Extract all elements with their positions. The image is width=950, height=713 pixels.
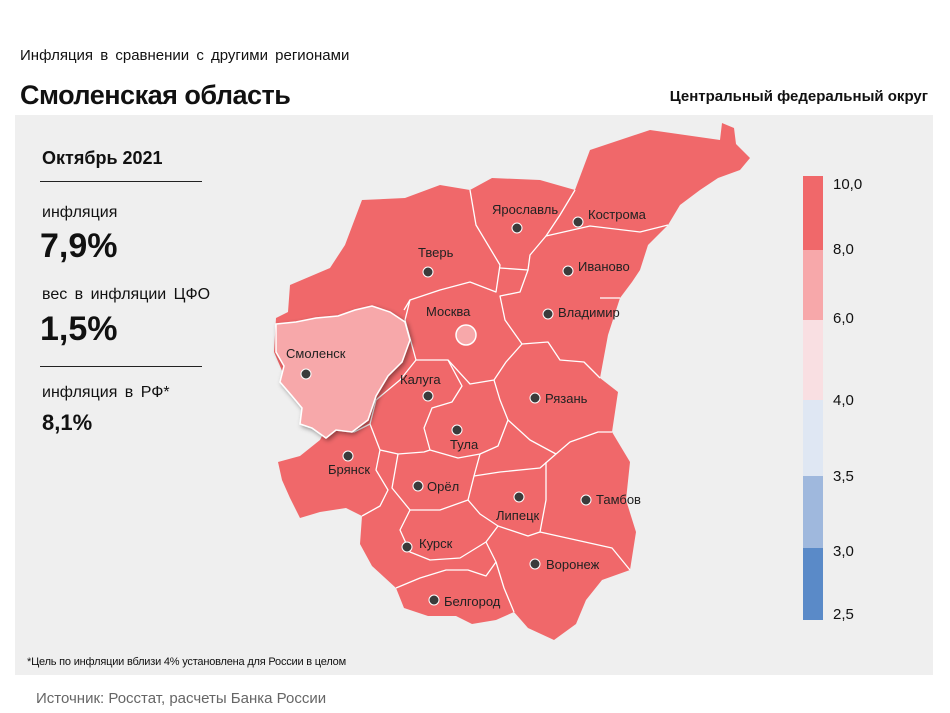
inflation-label: инфляция xyxy=(42,204,118,221)
city-dot-vladimir[interactable] xyxy=(542,308,554,320)
city-label-lipetsk: Липецк xyxy=(496,508,540,523)
legend-tick: 10,0 xyxy=(833,176,863,193)
rf-inflation-label: инфляция в РФ* xyxy=(42,384,170,401)
rf-inflation-value: 8,1% xyxy=(42,410,93,435)
city-dot-bryansk[interactable] xyxy=(342,450,354,462)
city-label-belgorod: Белгород xyxy=(444,594,501,609)
city-dot-tambov[interactable] xyxy=(580,494,592,506)
city-dot-lipetsk[interactable] xyxy=(513,491,525,503)
city-dot-kaluga[interactable] xyxy=(422,390,434,402)
city-label-kaluga: Калуга xyxy=(400,372,441,387)
weight-label: вес в инфляции ЦФО xyxy=(42,286,211,303)
city-label-tambov: Тамбов xyxy=(596,492,641,507)
subtitle: Инфляция в сравнении с другими регионами xyxy=(20,47,350,64)
city-dot-kostroma[interactable] xyxy=(572,216,584,228)
selected-region-smolensk[interactable] xyxy=(275,305,411,439)
legend-segment xyxy=(803,176,823,250)
divider xyxy=(40,366,202,367)
footnote: *Цель по инфляции вблизи 4% установлена … xyxy=(27,656,346,668)
city-label-ryazan: Рязань xyxy=(545,391,588,406)
city-label-kursk: Курск xyxy=(419,536,453,551)
legend-tick: 6,0 xyxy=(833,310,854,327)
legend-segment xyxy=(803,250,823,320)
legend-tick: 2,5 xyxy=(833,606,854,623)
region-borders xyxy=(339,189,669,613)
city-dot-orel[interactable] xyxy=(412,480,424,492)
city-label-yaroslavl: Ярославль xyxy=(492,202,558,217)
federal-district-label: Центральный федеральный округ xyxy=(669,88,928,105)
legend-tick: 4,0 xyxy=(833,392,854,409)
city-dot-kursk[interactable] xyxy=(401,541,413,553)
city-dot-voronezh[interactable] xyxy=(529,558,541,570)
city-label-orel: Орёл xyxy=(427,479,459,494)
legend-segment xyxy=(803,548,823,620)
city-label-kostroma: Кострома xyxy=(588,207,647,222)
city-dots xyxy=(300,216,592,606)
city-label-ivanovo: Иваново xyxy=(578,259,630,274)
city-label-moskva: Москва xyxy=(426,304,471,319)
city-label-tver: Тверь xyxy=(418,245,454,260)
city-label-vladimir: Владимир xyxy=(558,305,620,320)
city-dot-ivanovo[interactable] xyxy=(562,265,574,277)
period-label: Октябрь 2021 xyxy=(42,148,163,168)
city-label-voronezh: Воронеж xyxy=(546,557,600,572)
city-dot-belgorod[interactable] xyxy=(428,594,440,606)
city-dot-tula[interactable] xyxy=(451,424,463,436)
divider xyxy=(40,181,202,182)
city-label-smolensk: Смоленск xyxy=(286,346,346,361)
legend-tick: 8,0 xyxy=(833,241,854,258)
legend-segment xyxy=(803,400,823,476)
city-dot-smolensk[interactable] xyxy=(300,368,312,380)
city-dot-tver[interactable] xyxy=(422,266,434,278)
page-title: Смоленская область xyxy=(20,80,291,110)
weight-value: 1,5% xyxy=(40,310,118,348)
moscow-marker[interactable] xyxy=(455,324,477,346)
legend-segment xyxy=(803,320,823,400)
legend-segment xyxy=(803,476,823,548)
inflation-value: 7,9% xyxy=(40,227,118,265)
city-label-tula: Тула xyxy=(450,437,479,452)
city-label-bryansk: Брянск xyxy=(328,462,370,477)
legend-tick: 3,5 xyxy=(833,468,854,485)
district-area xyxy=(274,123,750,640)
source-note: Источник: Росстат, расчеты Банка России xyxy=(36,690,327,707)
city-dot-ryazan[interactable] xyxy=(529,392,541,404)
city-dot-yaroslavl[interactable] xyxy=(511,222,523,234)
legend-tick: 3,0 xyxy=(833,543,854,560)
